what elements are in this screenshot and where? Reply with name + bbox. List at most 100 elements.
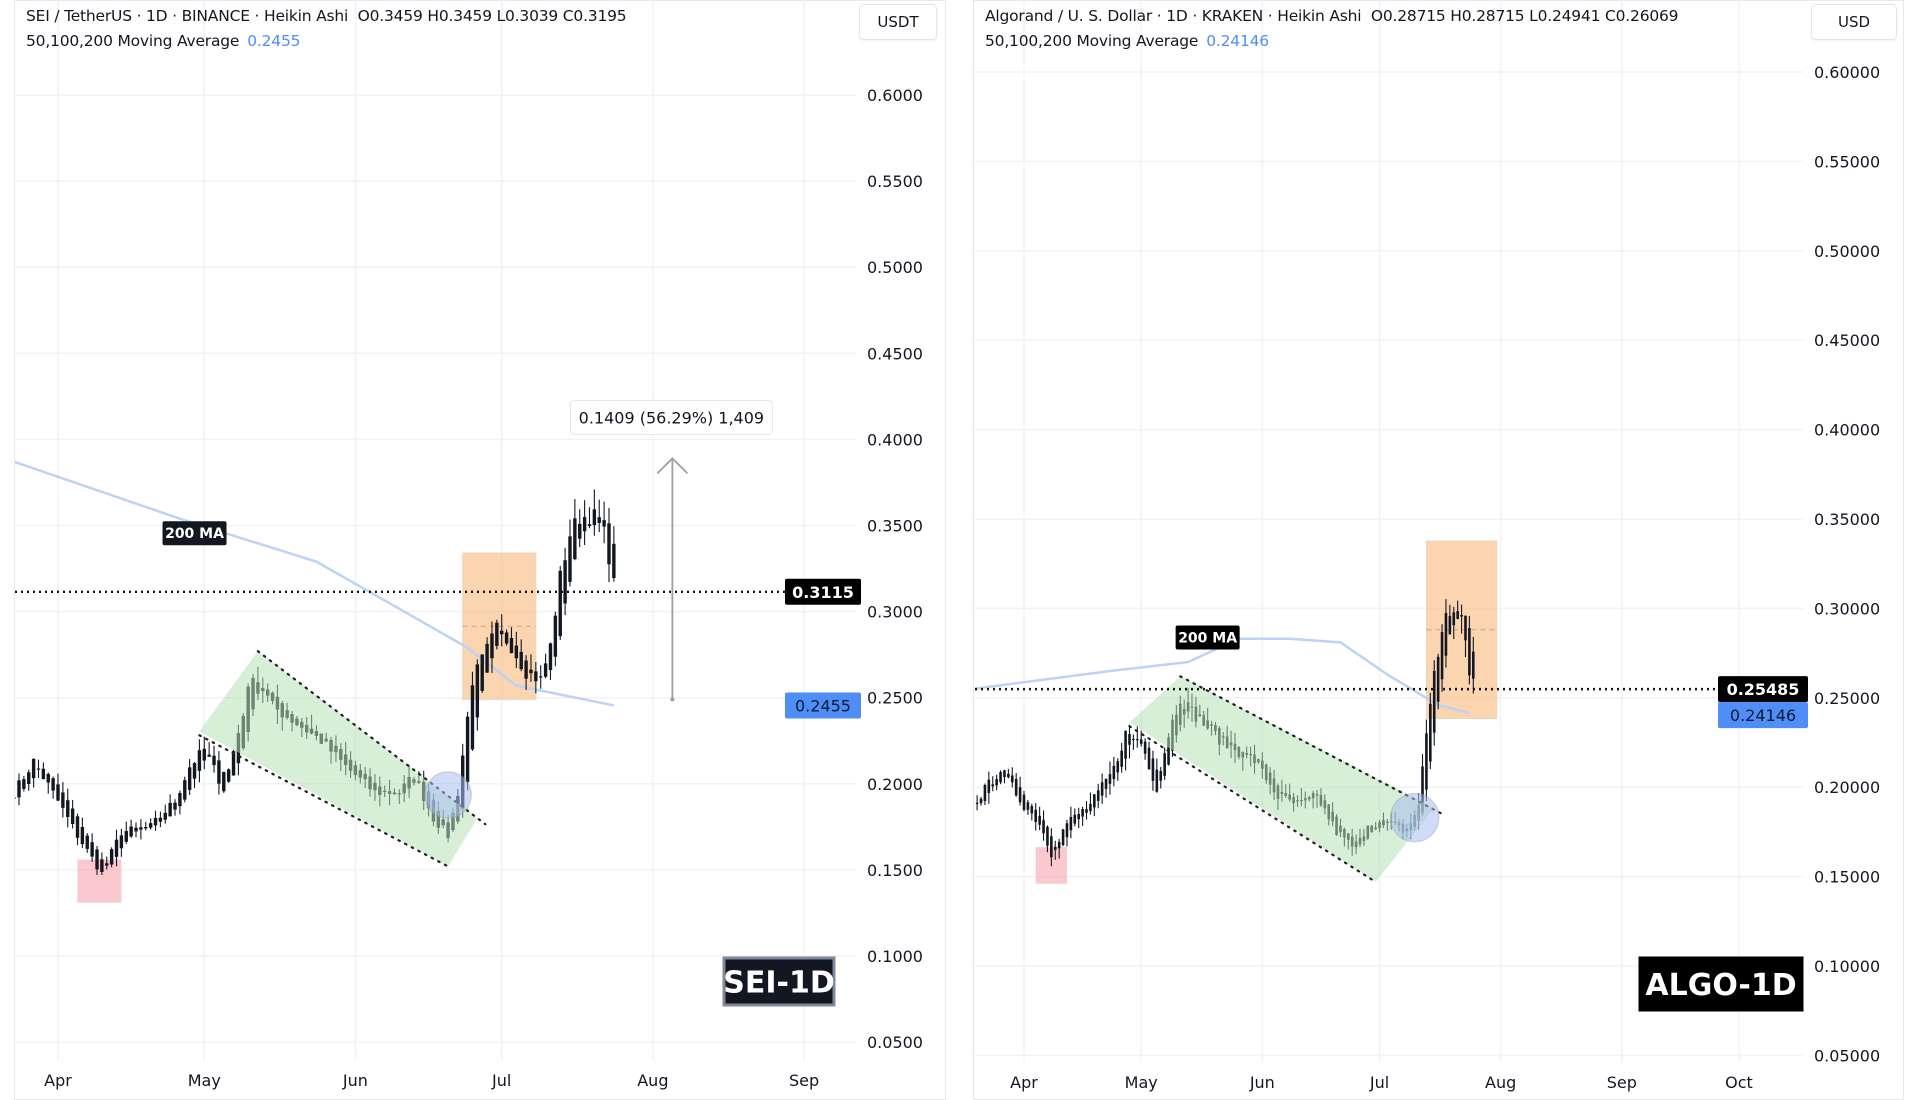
breakout-circle [424, 771, 472, 819]
candle-body [548, 643, 553, 671]
candle-body [563, 560, 567, 604]
candle-body [607, 523, 611, 565]
candle-body [1096, 790, 1100, 801]
candle-body [592, 509, 597, 526]
y-tick-label: 0.05000 [1814, 1046, 1880, 1065]
candle-body [85, 835, 89, 849]
candle-body [529, 669, 533, 674]
candle-body [602, 520, 606, 527]
y-tick-label: 0.15000 [1814, 868, 1880, 887]
red-box-annotation [77, 859, 122, 903]
candle-body [519, 651, 523, 670]
x-tick-label: Jun [1249, 1073, 1275, 1092]
candle-body [485, 643, 489, 673]
algo-legend-title: Algorand / U. S. Dollar · 1D · KRAKEN · … [985, 7, 1679, 25]
ma-price-tag [1718, 702, 1808, 729]
candle-body [1061, 829, 1065, 846]
channel-upper-line [256, 650, 487, 826]
candle-body [543, 663, 548, 677]
candle-body [495, 622, 499, 646]
candle-body [1421, 766, 1424, 813]
candle-body [1053, 846, 1057, 850]
y-tick-label: 0.10000 [1814, 957, 1880, 976]
candle-body [1159, 770, 1163, 781]
candle-body [524, 660, 528, 679]
current-price-tag [1718, 676, 1808, 703]
candle-body [1163, 753, 1166, 776]
candle-body [514, 645, 519, 659]
candle-body [1147, 747, 1151, 770]
currency-button[interactable]: USDT [859, 4, 937, 40]
x-tick-label: Jul [1369, 1073, 1389, 1092]
y-tick-label: 0.4500 [867, 344, 923, 363]
candle-body [192, 763, 197, 779]
candle-body [90, 842, 94, 857]
candle-body [202, 748, 206, 761]
y-tick-label: 0.1000 [867, 947, 923, 966]
candle-body [1073, 814, 1077, 824]
current-price-value: 0.3115 [792, 583, 854, 602]
breakout-circle [1389, 792, 1440, 843]
symbol-title: Algorand / U. S. Dollar · 1D · KRAKEN · … [985, 7, 1362, 25]
y-tick-label: 0.5000 [867, 258, 923, 277]
candle-body [22, 779, 26, 789]
plot-area [972, 540, 1498, 884]
candle-body [183, 780, 187, 800]
candle-body [114, 839, 119, 857]
candle-body [1436, 656, 1440, 702]
candle-body [553, 615, 558, 657]
ma-label: 50,100,200 Moving Average [26, 32, 240, 50]
x-tick-label: Oct [1725, 1073, 1753, 1092]
candle-body [991, 784, 995, 787]
candle-body [1065, 823, 1069, 838]
symbol-watermark-box [722, 956, 836, 1007]
channel-upper-line [1179, 675, 1444, 816]
candle-body [1132, 738, 1135, 741]
candle-body [95, 849, 99, 870]
candle-body [1440, 632, 1444, 680]
measure-start-dot [670, 697, 675, 702]
symbol-title: SEI / TetherUS · 1D · BINANCE · Heikin A… [26, 7, 349, 25]
candle-body [1116, 761, 1120, 773]
candle-body [70, 808, 75, 824]
candle-body [207, 754, 211, 757]
candle-body [1022, 794, 1026, 810]
y-tick-label: 0.0500 [867, 1033, 923, 1052]
candle-body [36, 768, 41, 770]
y-tick-label: 0.25000 [1814, 689, 1880, 708]
sei-legend-ma[interactable]: 50,100,200 Moving Average 0.2455 [26, 32, 300, 50]
candle-body [168, 802, 172, 817]
algo-legend-ma[interactable]: 50,100,200 Moving Average 0.24146 [985, 32, 1269, 50]
candle-body [504, 632, 509, 644]
candle-body [1057, 841, 1061, 849]
candle-body [1077, 813, 1080, 820]
y-tick-label: 0.3000 [867, 603, 923, 622]
x-tick-label: May [188, 1071, 221, 1090]
candle-body [1046, 826, 1049, 846]
candle-body [534, 671, 538, 682]
y-tick-label: 0.60000 [1814, 63, 1880, 82]
candle-body [612, 543, 616, 579]
candle-body [1429, 703, 1432, 762]
candle-body [163, 812, 167, 820]
candle-body [972, 803, 975, 804]
candle-body [124, 831, 128, 842]
candle-body [187, 767, 192, 790]
descending-channel-fill [199, 651, 478, 867]
candle-body [148, 823, 153, 828]
candle-body [999, 772, 1002, 783]
candle-body [134, 827, 138, 832]
candle-body [1432, 670, 1436, 733]
currency-button[interactable]: USD [1811, 4, 1897, 40]
candle-body [27, 772, 31, 785]
candle-body [56, 784, 60, 801]
candle-body [1124, 730, 1127, 759]
x-tick-label: Sep [789, 1071, 819, 1090]
candle-body [173, 802, 177, 810]
x-tick-label: Apr [44, 1071, 72, 1090]
ma-price-value: 0.24146 [1730, 706, 1796, 725]
channel-lower-line [198, 734, 450, 868]
x-tick-label: Aug [637, 1071, 668, 1090]
candle-body [1100, 782, 1104, 796]
